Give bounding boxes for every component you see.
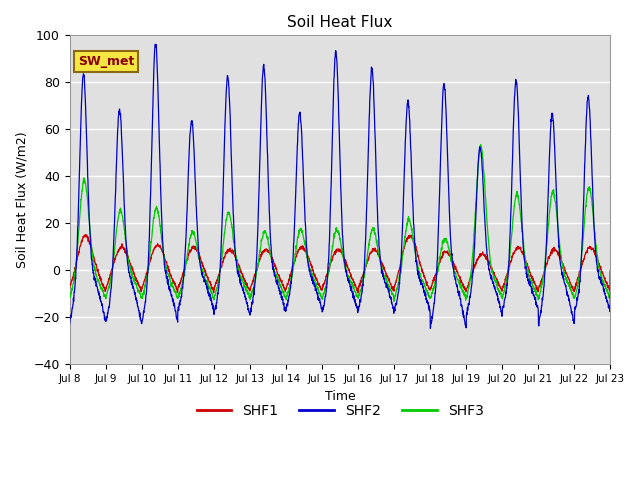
Text: SW_met: SW_met: [78, 55, 134, 68]
Legend: SHF1, SHF2, SHF3: SHF1, SHF2, SHF3: [191, 398, 489, 423]
Title: Soil Heat Flux: Soil Heat Flux: [287, 15, 393, 30]
Y-axis label: Soil Heat Flux (W/m2): Soil Heat Flux (W/m2): [15, 132, 28, 268]
X-axis label: Time: Time: [324, 390, 355, 403]
